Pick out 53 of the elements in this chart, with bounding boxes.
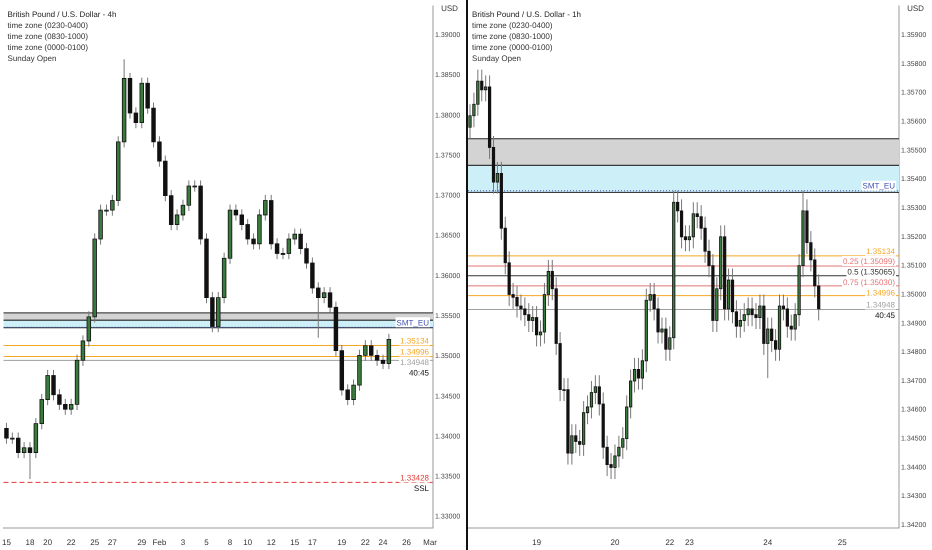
x-tick-label: 10	[243, 538, 253, 548]
annotation: 40:45	[874, 310, 896, 320]
x-tick-label: 20	[43, 538, 53, 548]
x-tick-label: 19	[337, 538, 347, 548]
ref-line-label: SMT_EU	[862, 182, 896, 191]
text: British Pound / U.S. Dollar - 4h	[8, 10, 116, 20]
x-tick-label: 17	[308, 538, 318, 548]
x-tick-label: 15	[2, 538, 12, 548]
x-tick-label: 24	[763, 538, 773, 548]
text: British Pound / U.S. Dollar - 1h	[472, 10, 581, 20]
ref-line-label: 1.35134	[400, 336, 430, 346]
ref-line-label: 0.5 (1.35065)	[847, 267, 896, 276]
x-tick-label: Feb	[152, 538, 167, 548]
annotation: time zone (0230-0400)	[8, 21, 88, 30]
x-tick-label: 12	[266, 538, 276, 548]
ref-line-label: 1.35134	[866, 246, 896, 256]
x-tick-label: 23	[684, 538, 694, 548]
y-axis-title: USD	[907, 4, 924, 13]
x-tick-label: 22	[66, 538, 76, 548]
x-tick-label: 20	[610, 538, 620, 548]
annotation: time zone (0830-1000)	[472, 32, 553, 42]
annotation: time zone (0830-1000)	[8, 32, 88, 42]
annotation: Sunday Open	[472, 54, 521, 64]
annotation: 40:45	[408, 368, 430, 378]
x-tick-label: 25	[90, 538, 100, 548]
x-tick-label: 24	[378, 538, 388, 548]
ref-line-label: 1.34996	[400, 348, 430, 357]
x-tick-label: 29	[137, 538, 147, 548]
annotation: time zone (0000-0100)	[472, 43, 553, 52]
x-tick-label: 26	[402, 538, 412, 548]
ref-line-label: SMT_EU	[396, 318, 430, 328]
x-tick-label: 8	[228, 538, 233, 548]
ref-line-label: 1.34948	[400, 358, 430, 368]
x-tick-label: 18	[26, 538, 35, 548]
x-tick-label: 22	[360, 538, 370, 548]
ref-line-label: 0.25 (1.35099)	[842, 256, 896, 266]
ref-line-label: 1.34996	[866, 288, 896, 298]
annotation: Sunday Open	[8, 54, 56, 64]
x-tick-label: 25	[838, 538, 848, 548]
x-tick-label: Mar	[423, 538, 438, 548]
x-tick-label: 19	[532, 538, 542, 548]
ref-line-label: 1.33428	[400, 473, 430, 482]
annotation: time zone (0000-0100)	[8, 43, 88, 52]
ref-line-label: 0.75 (1.35030)	[842, 278, 896, 287]
x-tick-label: 22	[665, 538, 675, 548]
ref-line-label: 1.34948	[866, 300, 896, 310]
x-tick-label: 27	[108, 538, 118, 548]
annotation: SSL	[414, 484, 430, 493]
x-tick-label: 5	[204, 538, 210, 548]
x-tick-label: 15	[290, 538, 300, 548]
y-axis-title: USD	[441, 4, 458, 13]
annotation: time zone (0230-0400)	[472, 21, 553, 30]
x-tick-label: 3	[180, 538, 186, 548]
